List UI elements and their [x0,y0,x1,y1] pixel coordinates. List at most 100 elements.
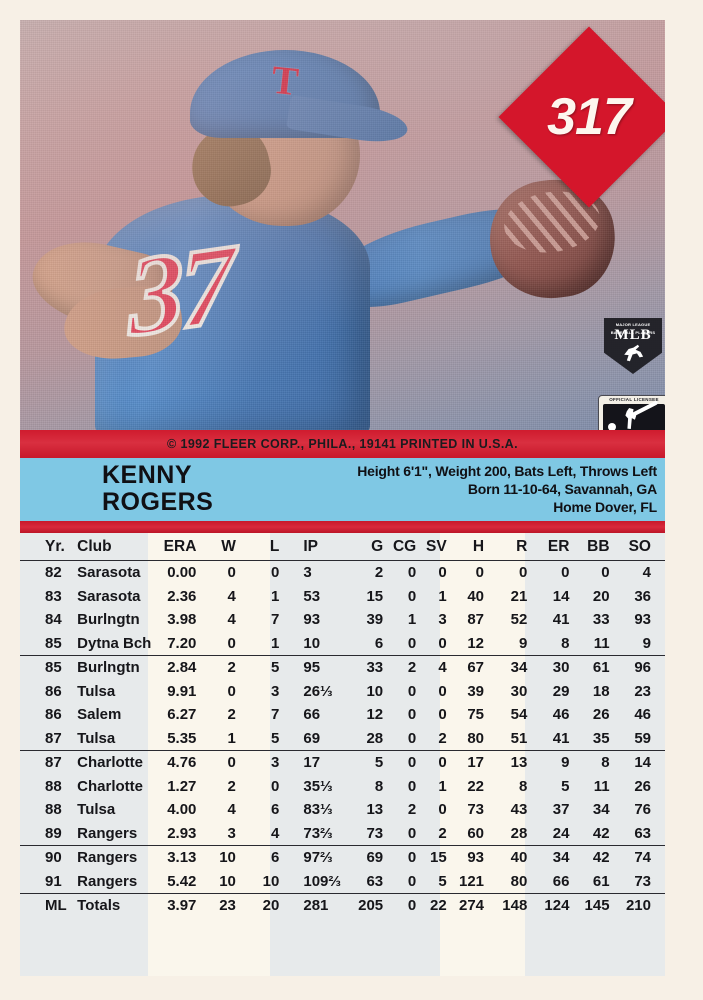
stats-cell-w: 10 [219,849,236,867]
stats-row: 86 Tulsa 9.91 0 3 26⅓ 10 0 0 39 30 29 18 23 [20,680,665,704]
player-photo: 37 T 317 MAJOR LEAGUE BASEBALL PLAYERS M… [20,20,665,430]
cap-t-logo: T [269,56,301,105]
stats-cell-so: 4 [642,564,651,582]
mlb-official-licensee-logo: OFFICIAL LICENSEE MAJOR LEAGUE BASEBALL [598,395,665,430]
stats-row: 87 Charlotte 4.76 0 3 17 5 0 0 17 13 9 8 14 [20,751,665,775]
stats-cell-yr: 85 [20,631,70,656]
stats-area: Yr. Club ERA W L IP G CG SV H R ER BB SO [20,533,665,976]
stats-cell-ip: 83⅓ [303,801,333,819]
bio-band: KENNY ROGERS Height 6'1", Weight 200, Ba… [20,458,665,521]
stats-cell-sv: 0 [420,631,453,656]
stats-cell-cg: 0 [407,587,417,605]
header-h: H [452,533,497,561]
stats-cell-h: 93 [467,849,485,867]
card-number: 317 [547,88,632,146]
stats-cell-r: 148 [502,897,528,915]
stats-cell-er: 34 [552,849,570,867]
stats-cell-bb: 61 [579,869,620,894]
stats-cell-h: 80 [452,726,497,751]
stats-cell-ip: 93 [303,611,321,629]
stats-cell-r: 51 [496,726,540,751]
licensee-ball-icon [608,423,616,430]
stats-cell-cg: 0 [389,726,421,751]
header-r: R [496,533,540,561]
mlbpa-top-text: MAJOR LEAGUE BASEBALL PLAYERS [610,322,656,335]
stats-cell-yr: 90 [45,849,62,867]
stats-cell-era: 2.93 [155,821,211,846]
stats-cell-club: Sarasota [77,564,141,582]
column-shade-band [270,533,440,976]
stats-cell-club: Tulsa [77,801,116,819]
stats-cell-h: 73 [467,801,485,819]
stats-cell-r: 13 [510,754,528,772]
stats-cell-yr: 82 [45,564,62,582]
stats-cell-g: 33 [366,659,384,677]
stats-cell-bb: 11 [593,777,610,795]
stats-cell-w: 0 [227,754,236,772]
column-shade-band [20,533,148,976]
player-name: KENNY ROGERS [102,462,213,516]
stats-cell-l: 1 [253,631,296,656]
stats-cell-w: 0 [210,631,254,656]
stats-cell-w: 3 [210,821,254,846]
stats-cell-r: 30 [510,682,528,700]
stats-cell-er: 124 [544,897,570,915]
stats-cell-ip: 66 [303,706,321,724]
stats-cell-l: 0 [271,777,280,795]
stats-cell-h: 17 [467,754,485,772]
stats-cell-l: 3 [271,682,280,700]
stats-cell-sv: 4 [438,659,447,677]
stats-cell-era: 0.00 [167,564,197,582]
stats-cell-cg: 0 [407,897,417,915]
stats-cell-l: 5 [253,726,296,751]
stats-cell-bb: 145 [584,897,610,915]
stats-cell-so: 23 [634,682,651,700]
stats-cell-ip: 53 [303,587,321,605]
stats-cell-er: 14 [552,587,570,605]
stats-cell-w: 23 [219,897,236,915]
stats-cell-ip: 109⅔ [295,869,352,894]
stats-cell-ip: 3 [303,564,312,582]
stats-cell-h: 67 [467,659,485,677]
stats-cell-era: 9.91 [167,682,197,700]
player-figure: 37 T [20,20,665,430]
stats-cell-so: 63 [619,821,665,846]
stats-cell-l: 10 [253,869,296,894]
jersey-number: 37 [124,219,235,362]
player-bio: Height 6'1", Weight 200, Bats Left, Thro… [287,462,657,516]
stats-cell-g: 69 [366,849,384,867]
stats-cell-era: 4.00 [167,801,197,819]
stats-cell-club: Burlngtn [77,659,140,677]
licensee-top-text: OFFICIAL LICENSEE [609,397,659,402]
stats-row: 87 Tulsa 5.35 1 5 69 28 0 2 80 51 41 35 59 [20,726,665,751]
stats-cell-club: Totals [77,897,121,915]
stats-cell-g: 10 [366,682,384,700]
stats-cell-sv: 0 [438,682,447,700]
stats-cell-so: 9 [619,631,665,656]
stats-cell-ip: 95 [303,659,321,677]
stats-cell-sv: 15 [430,849,447,867]
stats-cell-h: 121 [452,869,497,894]
stats-cell-bb: 11 [579,631,620,656]
stats-cell-bb: 42 [579,821,620,846]
stats-cell-ip: 10 [295,631,352,656]
stats-cell-bb: 26 [592,706,610,724]
stats-cell-h: 274 [458,897,485,915]
stats-cell-r: 54 [510,706,528,724]
stats-cell-l: 0 [271,564,280,582]
stats-cell-bb: 34 [592,801,610,819]
stats-cell-cg: 0 [407,849,417,867]
header-yr: Yr. [20,533,70,561]
stats-cell-ip: 17 [303,754,321,772]
stats-cell-so: 93 [634,611,651,629]
red-divider-strip [20,521,665,533]
stats-cell-r: 40 [510,849,528,867]
stats-cell-cg: 1 [407,611,417,629]
stats-cell-cg: 0 [389,821,421,846]
stats-body: 82 Sarasota 0.00 0 0 3 2 0 0 0 0 0 0 4 83 Sarasota 2.36 4… [20,561,665,918]
bio-line-born: Born 11-10-64, Savannah, GA [467,481,657,497]
stats-row: 82 Sarasota 0.00 0 0 3 2 0 0 0 0 0 0 4 [20,561,665,585]
stats-cell-bb: 20 [592,587,610,605]
stats-cell-h: 75 [467,706,485,724]
